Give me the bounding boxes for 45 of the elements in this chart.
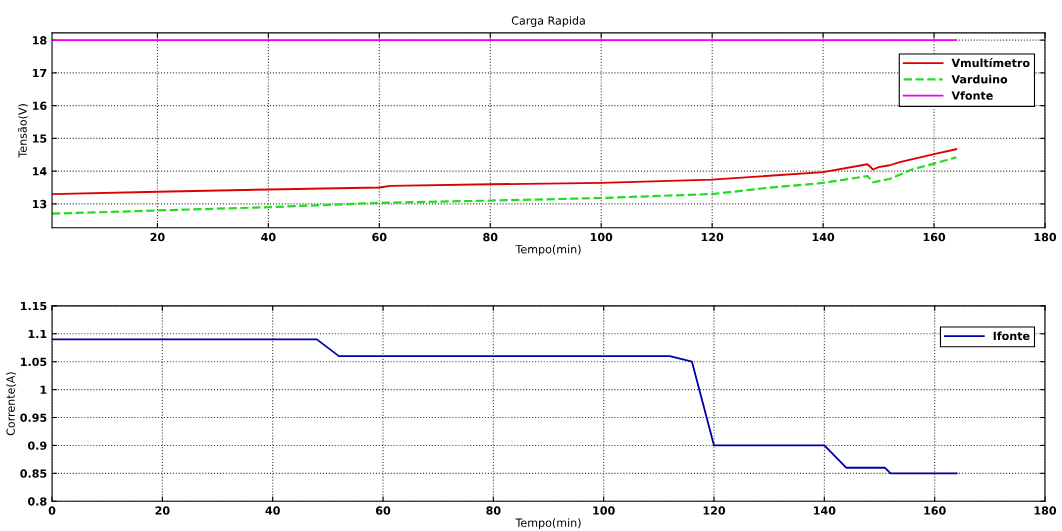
y-tick-label: 18 — [32, 36, 47, 45]
legend-label: Vmultímetro — [951, 58, 1030, 68]
x-tick-label: 120 — [701, 232, 724, 242]
y-axis-title: Tensão(V) — [17, 104, 29, 158]
x-tick-label: 0 — [48, 506, 56, 515]
y-tick-label: 1.05 — [21, 357, 47, 367]
y-tick-label: 0.85 — [20, 469, 47, 478]
x-tick-label: 180 — [1034, 506, 1057, 515]
y-tick-label: 13 — [32, 199, 47, 209]
x-tick-label: 20 — [155, 506, 170, 515]
y-tick-label: 16 — [32, 101, 47, 111]
x-tick-label: 20 — [150, 232, 165, 242]
x-tick-label: 40 — [261, 232, 276, 242]
chart-title: Carga Rapida — [511, 16, 585, 27]
line-series — [52, 338, 958, 475]
legend-label: Ifonte — [993, 331, 1030, 341]
x-tick-label: 60 — [375, 506, 391, 515]
x-tick-label: 140 — [814, 506, 836, 515]
x-tick-label: 180 — [1034, 232, 1057, 242]
x-tick-label: 140 — [812, 232, 835, 242]
y-tick-label: 15 — [32, 134, 47, 143]
y-tick-label: 1 — [40, 385, 47, 394]
x-axis-title: Tempo(min) — [515, 244, 581, 256]
x-tick-label: 80 — [486, 506, 501, 515]
y-axis-title: Corrente(A) — [6, 372, 17, 436]
x-tick-label: 40 — [265, 506, 280, 515]
x-tick-label: 160 — [924, 506, 946, 515]
y-tick-label: 1.1 — [28, 329, 47, 338]
y-tick-label: 0.95 — [20, 413, 47, 422]
legend-label: Varduino — [951, 74, 1008, 84]
y-tick-label: 17 — [32, 69, 47, 78]
x-axis-title: Tempo(min) — [515, 518, 581, 530]
x-tick-label: 60 — [372, 232, 387, 242]
x-tick-label: 120 — [703, 506, 726, 515]
y-tick-label: 0.8 — [28, 497, 47, 506]
legend-label: Vfonte — [951, 91, 993, 100]
y-tick-label: 14 — [32, 167, 47, 176]
line-series — [52, 156, 958, 215]
y-tick-label: 0.9 — [28, 441, 47, 450]
x-tick-label: 100 — [593, 506, 615, 515]
y-tick-label: 1.15 — [21, 301, 47, 311]
x-tick-label: 100 — [590, 232, 613, 242]
line-series — [52, 148, 958, 195]
x-tick-label: 80 — [483, 232, 498, 242]
x-tick-label: 160 — [923, 232, 946, 242]
